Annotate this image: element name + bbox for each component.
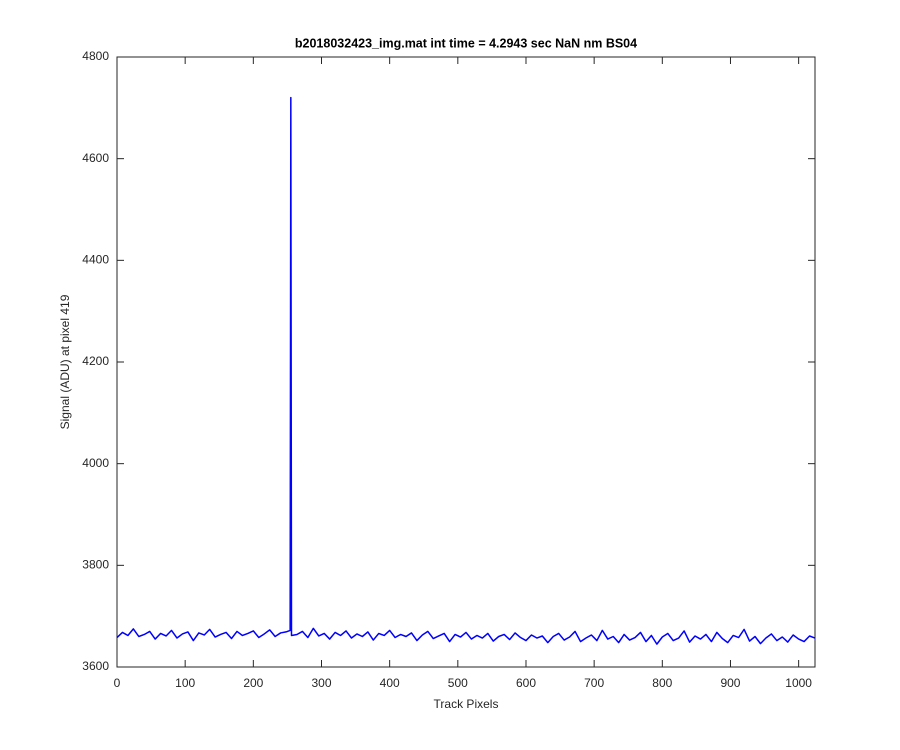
- x-tick-label: 1000: [785, 676, 812, 690]
- x-tick-label: 300: [311, 676, 331, 690]
- x-tick-label: 800: [652, 676, 672, 690]
- y-tick-label: 4600: [82, 151, 109, 165]
- x-tick-label: 100: [175, 676, 195, 690]
- x-tick-label: 600: [516, 676, 536, 690]
- plot-box: [116, 56, 816, 668]
- x-tick-label: 700: [584, 676, 604, 690]
- y-tick-label: 4000: [82, 456, 109, 470]
- x-tick-label: 200: [243, 676, 263, 690]
- x-tick-label: 500: [448, 676, 468, 690]
- chart-title: b2018032423_img.mat int time = 4.2943 se…: [295, 36, 637, 50]
- y-axis-label: Signal (ADU) at pixel 419: [58, 294, 72, 429]
- y-tick-label: 4200: [82, 354, 109, 368]
- y-tick-label: 4400: [82, 253, 109, 267]
- x-axis-label: Track Pixels: [434, 697, 499, 711]
- y-tick-label: 4800: [82, 49, 109, 63]
- x-tick-label: 0: [114, 676, 121, 690]
- y-tick-label: 3600: [82, 659, 109, 673]
- data-line: [116, 96, 816, 645]
- x-tick-label: 900: [720, 676, 740, 690]
- y-tick-label: 3800: [82, 558, 109, 572]
- x-tick-label: 400: [380, 676, 400, 690]
